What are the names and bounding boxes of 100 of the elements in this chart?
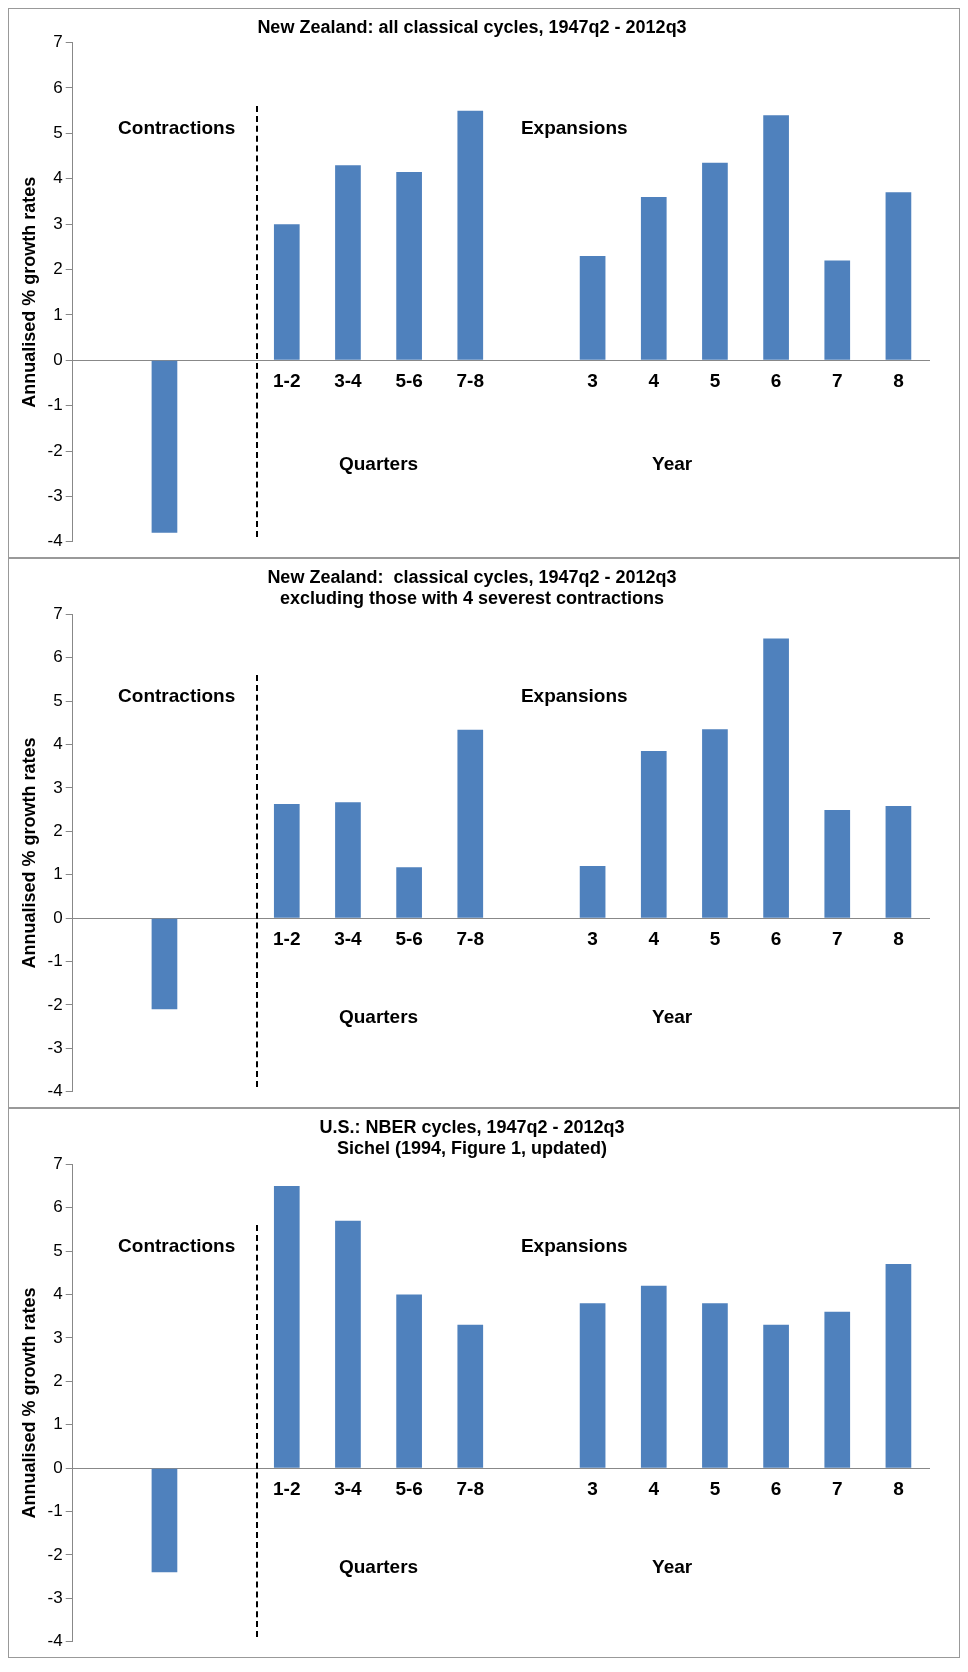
- x-tick-label: 3: [587, 1477, 598, 1499]
- bar: [824, 1311, 851, 1468]
- bar: [640, 750, 667, 918]
- annotation: Year: [652, 1006, 693, 1028]
- y-tick-label: 2: [53, 259, 63, 279]
- x-tick-label: 6: [770, 369, 782, 391]
- y-tick-label: -3: [47, 486, 63, 506]
- y-tick-label: 3: [53, 213, 63, 233]
- bar: [640, 1285, 667, 1468]
- y-tick-label: 5: [53, 1240, 63, 1260]
- annotation: Contractions: [118, 1234, 236, 1256]
- chart-title: New Zealand: classical cycles, 1947q2 - 2012q3: [267, 566, 677, 587]
- bar: [640, 196, 667, 360]
- x-tick-label: 3-4: [334, 927, 363, 949]
- bar: [273, 1185, 300, 1468]
- x-tick-label: 3: [587, 369, 598, 391]
- x-tick-label: 7-8: [456, 1477, 485, 1499]
- bar: [763, 115, 789, 360]
- annotation: Quarters: [338, 452, 419, 474]
- y-tick-label: 7: [53, 32, 63, 52]
- x-tick-label: 5-6: [395, 1477, 423, 1499]
- y-tick-label: 3: [53, 1327, 63, 1347]
- y-tick-label: 1: [53, 1414, 63, 1434]
- x-tick-label: 5: [709, 1477, 721, 1499]
- annotation: Quarters: [338, 1006, 419, 1028]
- x-tick-label: 8: [893, 1477, 904, 1499]
- x-tick-label: 7: [831, 1477, 843, 1499]
- x-tick-label: 7-8: [456, 927, 485, 949]
- bar: [273, 803, 300, 918]
- bar: [702, 1303, 728, 1468]
- bar: [396, 171, 422, 360]
- y-axis-title: Annualised % growth rates: [18, 737, 39, 969]
- y-tick-label: -2: [47, 440, 63, 460]
- bar: [763, 638, 789, 918]
- y-tick-label: 2: [53, 820, 63, 840]
- x-tick-label: 7-8: [456, 369, 485, 391]
- y-tick-label: -3: [47, 1038, 63, 1058]
- bar: [579, 255, 606, 360]
- y-tick-label: 5: [53, 123, 63, 143]
- bar: [151, 360, 178, 533]
- chart-title: U.S.: NBER cycles, 1947q2 - 2012q3: [319, 1116, 625, 1137]
- x-tick-label: 5-6: [395, 927, 423, 949]
- y-tick-label: 6: [53, 647, 63, 667]
- y-tick-label: -4: [47, 531, 63, 551]
- y-tick-label: 2: [53, 1370, 63, 1390]
- bar: [885, 806, 912, 918]
- x-tick-label: 3: [587, 927, 598, 949]
- bar: [579, 1303, 606, 1468]
- y-tick-label: -1: [47, 1501, 63, 1521]
- y-tick-label: 0: [53, 907, 63, 927]
- x-tick-label: 6: [770, 927, 782, 949]
- bar: [885, 192, 912, 360]
- bar: [335, 165, 361, 360]
- bar: [335, 1220, 361, 1468]
- annotation: Contractions: [118, 684, 236, 706]
- annotation: Expansions: [520, 1234, 628, 1256]
- y-tick-label: -3: [47, 1588, 63, 1608]
- y-tick-label: -2: [47, 994, 63, 1014]
- y-tick-label: 4: [53, 168, 63, 188]
- annotation: Expansions: [520, 117, 628, 139]
- y-tick-label: -4: [47, 1631, 63, 1651]
- y-tick-label: 1: [53, 864, 63, 884]
- x-tick-label: 6: [770, 1477, 782, 1499]
- bar: [396, 867, 422, 918]
- annotation: Year: [652, 1556, 693, 1578]
- y-tick-label: -1: [47, 951, 63, 971]
- annotation: Expansions: [520, 684, 628, 706]
- bar: [824, 810, 851, 918]
- x-tick-label: 8: [893, 927, 904, 949]
- bar: [457, 729, 484, 918]
- x-tick-label: 5-6: [395, 369, 423, 391]
- x-tick-label: 3-4: [334, 369, 363, 391]
- bar: [702, 729, 728, 918]
- y-tick-label: 0: [53, 1457, 63, 1477]
- x-tick-label: 3-4: [334, 1477, 363, 1499]
- y-tick-label: 6: [53, 1197, 63, 1217]
- annotation: Year: [652, 452, 693, 474]
- chart-subtitle: excluding those with 4 severest contractions: [279, 588, 665, 609]
- bar: [457, 1324, 484, 1468]
- bar: [335, 802, 361, 918]
- annotation: Contractions: [118, 117, 236, 139]
- y-tick-label: 5: [53, 690, 63, 710]
- x-tick-label: 1-2: [273, 369, 301, 391]
- x-tick-label: 4: [648, 369, 660, 391]
- y-tick-label: -4: [47, 1081, 63, 1101]
- chart-subtitle: Sichel (1994, Figure 1, updated): [336, 1138, 608, 1159]
- x-tick-label: 5: [709, 369, 721, 391]
- annotation: Quarters: [338, 1556, 419, 1578]
- bar: [885, 1264, 912, 1468]
- bar: [702, 162, 728, 360]
- x-tick-label: 7: [831, 927, 843, 949]
- x-tick-label: 4: [648, 1477, 660, 1499]
- bar: [824, 260, 851, 360]
- y-tick-label: 1: [53, 304, 63, 324]
- y-tick-label: -1: [47, 395, 63, 415]
- x-tick-label: 1-2: [273, 927, 301, 949]
- x-tick-label: 4: [648, 927, 660, 949]
- y-tick-label: -2: [47, 1544, 63, 1564]
- bar: [273, 224, 300, 360]
- y-tick-label: 7: [53, 1153, 63, 1173]
